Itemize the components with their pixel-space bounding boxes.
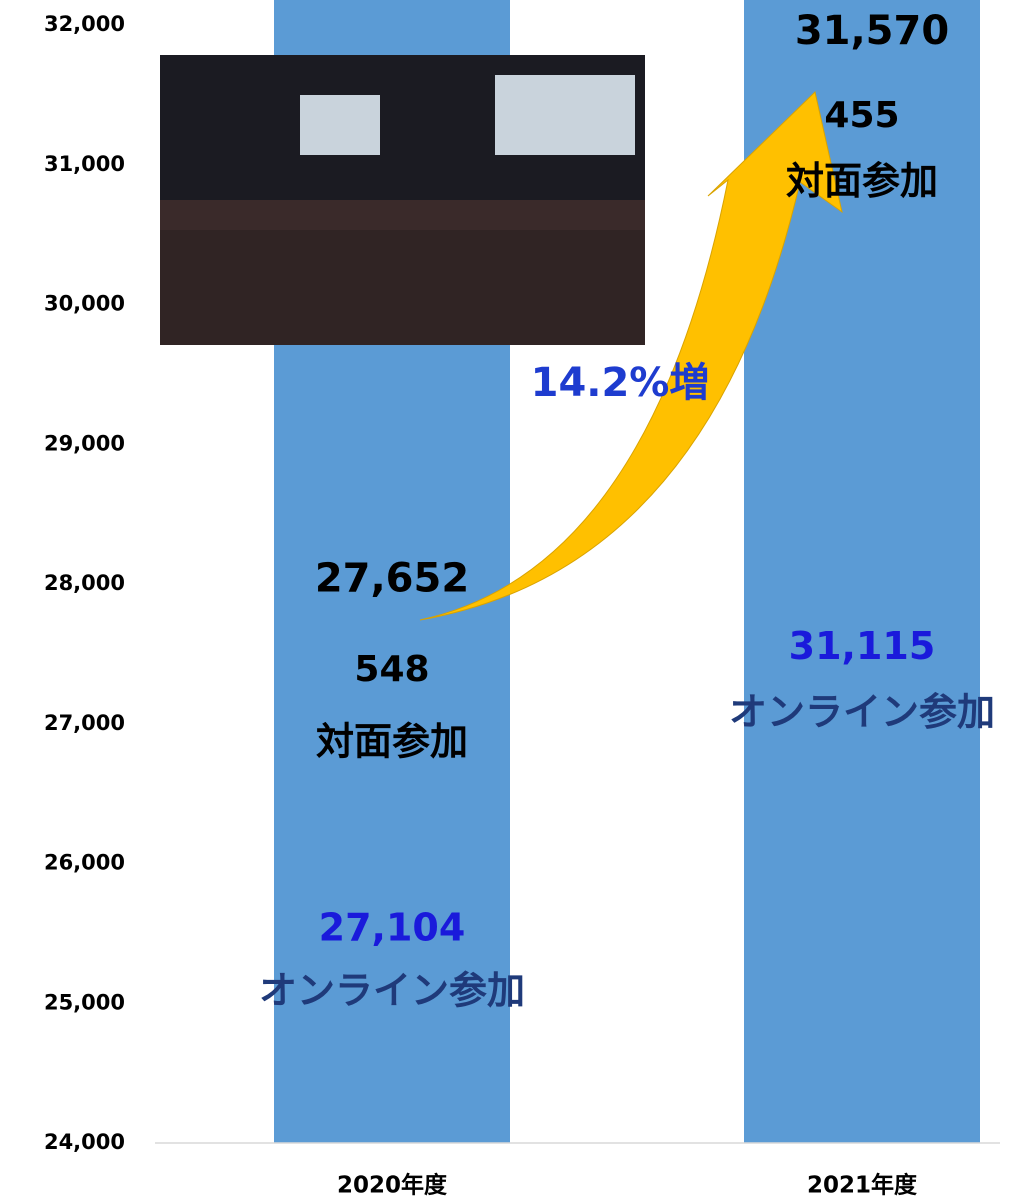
photo bbox=[160, 55, 645, 345]
y-tick-label: 24,000 bbox=[44, 1130, 125, 1154]
annotation: 14.2%増 bbox=[531, 360, 710, 406]
value-label: 31,115 bbox=[789, 624, 936, 668]
y-tick-label: 32,000 bbox=[44, 12, 125, 36]
series-label: 対面参加 bbox=[786, 159, 938, 203]
series-label: オンライン参加 bbox=[729, 690, 995, 734]
value-label: 455 bbox=[824, 95, 899, 136]
x-tick-label: 2021年度 bbox=[807, 1172, 918, 1199]
total-label: 27,652 bbox=[315, 556, 469, 602]
x-tick-label: 2020年度 bbox=[337, 1172, 448, 1199]
series-label: 対面参加 bbox=[316, 720, 468, 764]
growth-arrow bbox=[419, 91, 843, 621]
value-label: 27,104 bbox=[319, 906, 466, 950]
y-tick-label: 31,000 bbox=[44, 152, 125, 176]
y-tick-label: 29,000 bbox=[44, 431, 125, 455]
series-label: オンライン参加 bbox=[259, 969, 525, 1013]
y-tick-label: 26,000 bbox=[44, 851, 125, 875]
y-tick-label: 27,000 bbox=[44, 711, 125, 735]
y-tick-label: 30,000 bbox=[44, 292, 125, 316]
y-tick-label: 28,000 bbox=[44, 571, 125, 595]
total-label: 31,570 bbox=[795, 8, 949, 54]
y-tick-label: 25,000 bbox=[44, 990, 125, 1014]
value-label: 548 bbox=[354, 649, 429, 690]
